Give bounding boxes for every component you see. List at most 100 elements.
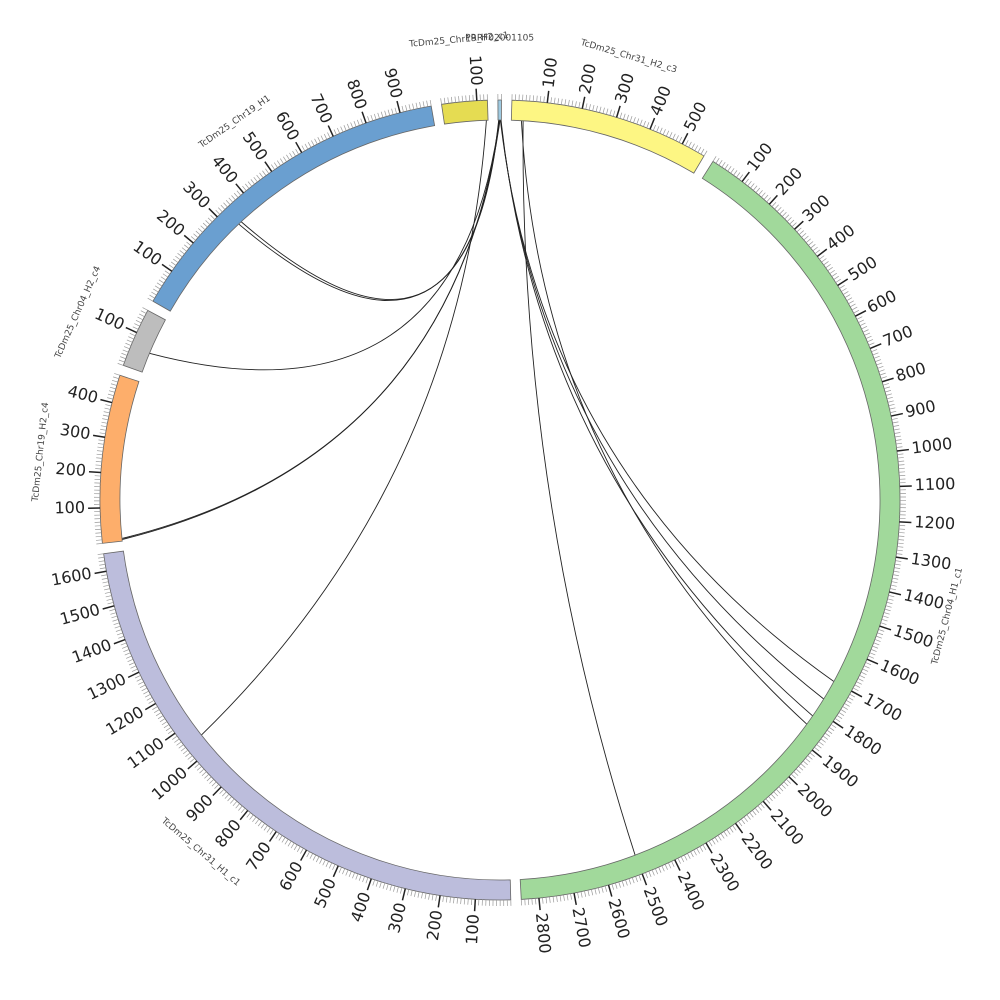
minor-tick: [691, 143, 695, 150]
minor-tick: [557, 98, 560, 105]
minor-tick: [126, 655, 132, 659]
major-tick: [161, 263, 173, 272]
link: [500, 119, 813, 717]
minor-tick: [619, 112, 623, 119]
minor-tick: [340, 126, 344, 133]
major-tick: [811, 749, 823, 759]
minor-tick: [456, 897, 459, 904]
minor-tick: [857, 678, 864, 682]
minor-tick: [156, 282, 163, 287]
minor-tick: [377, 112, 380, 119]
minor-tick: [870, 649, 877, 652]
tick-label: 900: [904, 396, 938, 421]
minor-tick: [814, 249, 821, 254]
minor-tick: [101, 574, 108, 577]
minor-tick: [139, 313, 145, 317]
minor-tick: [612, 110, 616, 117]
link: [499, 119, 835, 682]
minor-tick: [96, 457, 103, 459]
minor-tick: [158, 279, 165, 284]
minor-tick: [424, 893, 427, 900]
minor-tick: [110, 612, 117, 615]
minor-tick: [275, 833, 280, 839]
minor-tick: [140, 310, 147, 314]
minor-tick: [121, 352, 128, 356]
minor-tick: [543, 96, 545, 103]
minor-tick: [342, 868, 346, 875]
major-tick: [866, 658, 879, 665]
minor-tick: [757, 805, 762, 811]
major-tick: [573, 892, 577, 906]
minor-tick: [387, 109, 391, 116]
minor-tick: [228, 197, 234, 203]
minor-tick: [690, 851, 694, 858]
minor-tick: [107, 393, 114, 397]
minor-tick: [761, 192, 766, 198]
minor-tick: [873, 642, 880, 646]
minor-tick: [662, 129, 666, 135]
minor-tick: [802, 760, 808, 766]
minor-tick: [323, 133, 328, 140]
minor-tick: [281, 837, 286, 843]
minor-tick: [317, 137, 321, 143]
minor-tick: [379, 881, 382, 888]
minor-tick: [141, 687, 148, 692]
major-tick: [396, 100, 401, 113]
minor-tick: [717, 835, 722, 841]
minor-tick: [195, 230, 201, 236]
minor-tick: [859, 322, 866, 327]
minor-tick: [240, 807, 246, 814]
minor-tick: [864, 332, 871, 336]
minor-tick: [447, 97, 449, 104]
minor-tick: [694, 145, 699, 151]
minor-tick: [209, 779, 214, 784]
minor-tick: [96, 453, 103, 456]
minor-tick: [840, 709, 847, 713]
minor-tick: [98, 560, 105, 563]
minor-tick: [738, 174, 744, 180]
minor-tick: [173, 258, 179, 263]
minor-tick: [177, 253, 183, 258]
tick-label: 800: [211, 815, 245, 851]
minor-tick: [370, 114, 374, 121]
minor-tick: [263, 825, 268, 831]
minor-tick: [332, 864, 336, 870]
minor-tick: [588, 104, 591, 111]
major-tick: [895, 556, 908, 560]
minor-tick: [346, 123, 350, 130]
minor-tick: [154, 285, 161, 290]
tick-label: 100: [54, 498, 85, 518]
minor-tick: [100, 428, 107, 431]
minor-tick: [120, 356, 126, 360]
minor-tick: [247, 181, 253, 187]
minor-tick: [196, 766, 202, 771]
minor-tick: [97, 446, 104, 449]
minor-tick: [668, 862, 672, 869]
minor-tick: [822, 735, 829, 740]
minor-tick: [744, 178, 749, 184]
major-tick: [295, 141, 303, 153]
minor-tick: [863, 665, 870, 669]
minor-tick: [559, 895, 562, 902]
minor-tick: [564, 99, 567, 106]
minor-tick: [623, 113, 626, 120]
minor-tick: [122, 349, 129, 353]
minor-tick: [539, 96, 542, 103]
segment-label: TcDm25_Chr04_H1_c1: [930, 567, 965, 667]
minor-tick: [652, 124, 656, 131]
minor-tick: [306, 851, 310, 858]
minor-tick: [791, 773, 796, 779]
major-tick: [88, 470, 101, 474]
major-tick: [327, 125, 334, 137]
tick-label: 1000: [911, 434, 954, 458]
minor-tick: [405, 105, 408, 112]
minor-tick: [199, 768, 205, 774]
minor-tick: [574, 101, 577, 108]
minor-tick: [795, 768, 801, 774]
minor-tick: [157, 715, 164, 720]
minor-tick: [223, 202, 228, 208]
minor-tick: [894, 567, 901, 569]
minor-tick: [752, 810, 757, 816]
minor-tick: [97, 443, 104, 445]
major-tick: [102, 605, 115, 610]
